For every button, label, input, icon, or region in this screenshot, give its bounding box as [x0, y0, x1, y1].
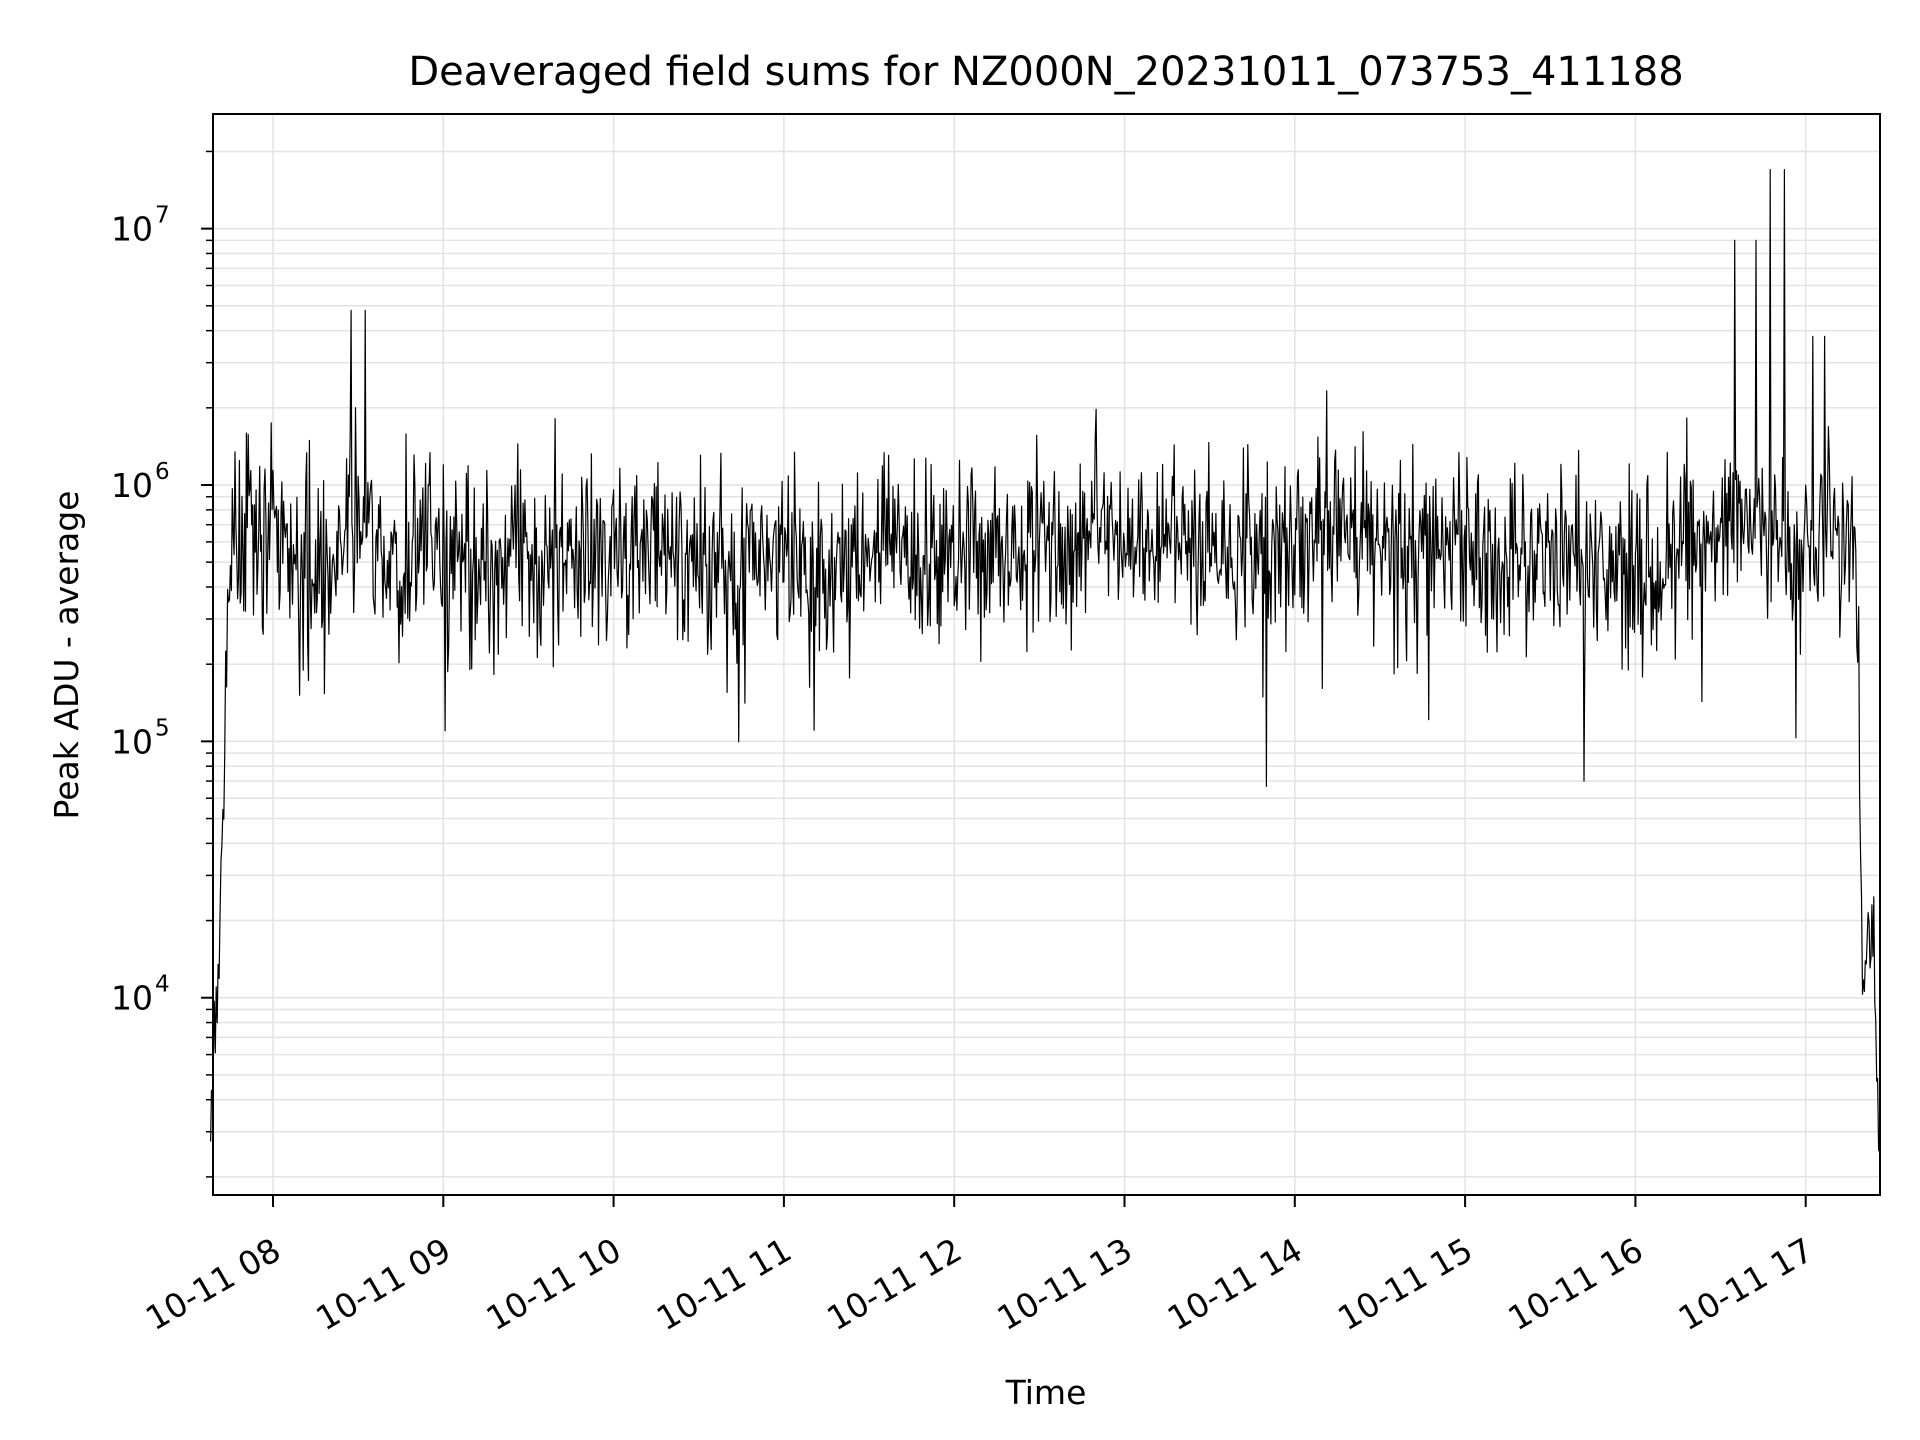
chart-title: Deaveraged field sums for NZ000N_2023101…: [408, 49, 1683, 95]
y-tick-exponent: 7: [155, 203, 170, 229]
y-tick-label: 10: [111, 466, 153, 505]
y-tick-label: 10: [111, 979, 153, 1018]
y-tick-exponent: 4: [155, 972, 170, 998]
x-axis-label: Time: [1005, 1373, 1087, 1412]
series-group: [210, 169, 1881, 1153]
y-tick-label: 10: [111, 722, 153, 761]
plot-frame: [212, 113, 1881, 1196]
y-tick-exponent: 6: [155, 459, 170, 485]
y-tick-label: 10: [111, 210, 153, 249]
y-axis-label: Peak ADU - average: [47, 491, 86, 820]
y-tick-exponent: 5: [155, 715, 170, 741]
data-line-series: [210, 169, 1881, 1153]
grid: [213, 114, 1880, 1195]
